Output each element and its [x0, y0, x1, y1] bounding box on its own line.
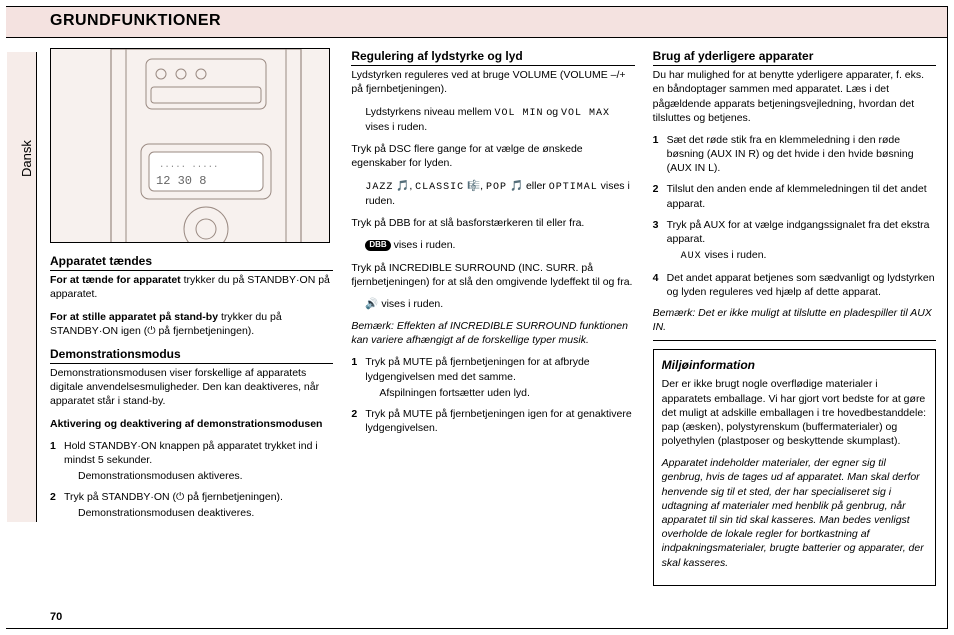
vol-and: og	[544, 106, 562, 118]
vol-intro: Lydstyrken reguleres ved at bruge VOLUME…	[351, 68, 634, 96]
page-number: 70	[50, 611, 62, 623]
env-heading: Miljøinformation	[662, 357, 927, 373]
heading-volume: Regulering af lydstyrke og lyd	[351, 48, 634, 66]
step-text: Tryk på AUX for at vælge indgangssignale…	[667, 218, 936, 264]
dbb-badge: DBB	[365, 240, 390, 251]
aux-step-4: 4 Det andet apparat betjenes som sædvanl…	[653, 271, 936, 299]
heading-power: Apparatet tændes	[50, 253, 333, 271]
aux-intro: Du har mulighed for at benytte yderliger…	[653, 68, 936, 125]
aux-lcd: AUX	[681, 251, 702, 262]
language-tab: Dansk	[7, 52, 37, 522]
mute-step-2: 2 Tryk på MUTE på fjernbetjeningen igen …	[351, 407, 634, 435]
env-p2: Apparatet indeholder materialer, der egn…	[662, 456, 927, 569]
demo2-sub: Demonstrationsmodusen deaktiveres.	[78, 506, 333, 520]
dsc-pop: POP	[486, 182, 507, 193]
aux-step-1: 1 Sæt det røde stik fra en klemmeledning…	[653, 133, 936, 176]
demo-intro: Demonstrationsmodusen viser forskellige …	[50, 366, 333, 409]
column-2: Regulering af lydstyrke og lyd Lydstyrke…	[351, 48, 634, 607]
dsc-modes: JAZZ 🎵, CLASSIC 🎼, POP 🎵 eller OPTIMAL v…	[365, 179, 634, 209]
language-label: Dansk	[19, 140, 34, 177]
step-number: 2	[50, 490, 64, 520]
dbb-tail: vises i ruden.	[391, 239, 456, 251]
demo-subhead: Aktivering og deaktivering af demonstrat…	[50, 417, 333, 431]
step-number: 2	[351, 407, 365, 435]
step-number: 1	[351, 355, 365, 400]
environment-box: Miljøinformation Der er ikke brugt nogle…	[653, 349, 936, 585]
mute1-text: Tryk på MUTE på fjernbetjeningen for at …	[365, 356, 589, 382]
dsc-classic: CLASSIC	[415, 182, 464, 193]
content-columns: ..... ..... 12 30 8 Apparatet tændes For…	[50, 48, 936, 607]
aux-note: Bemærk: Det er ikke muligt at tilslutte …	[653, 306, 936, 341]
column-1: ..... ..... 12 30 8 Apparatet tændes For…	[50, 48, 333, 607]
power-on-text: For at tænde for apparatet trykker du på…	[50, 273, 333, 301]
demo2-text: Tryk på STANDBY·ON (⏻ på fjernbetjeninge…	[64, 491, 283, 503]
dbb-line: DBB vises i ruden.	[365, 238, 634, 252]
heading-demo: Demonstrationsmodus	[50, 346, 333, 364]
step-text: Hold STANDBY·ON knappen på apparatet try…	[64, 439, 333, 484]
dsc-intro: Tryk på DSC flere gange for at vælge de …	[351, 142, 634, 170]
column-3: Brug af yderligere apparater Du har muli…	[653, 48, 936, 607]
mute-step-1: 1 Tryk på MUTE på fjernbetjeningen for a…	[351, 355, 634, 400]
surround-note: Bemærk: Effekten af INCREDIBLE SURROUND …	[351, 319, 634, 347]
vol-min-lcd: VOL MIN	[495, 108, 544, 119]
mute1-sub: Afspilningen fortsætter uden lyd.	[379, 386, 634, 400]
dsc-optimal: OPTIMAL	[549, 182, 598, 193]
surround-tail: 🔊 vises i ruden.	[365, 297, 634, 311]
dbb-intro: Tryk på DBB for at slå basforstærkeren t…	[351, 216, 634, 230]
step-text: Tryk på MUTE på fjernbetjeningen for at …	[365, 355, 634, 400]
demo-step-2: 2 Tryk på STANDBY·ON (⏻ på fjernbetjenin…	[50, 490, 333, 520]
demo1-text: Hold STANDBY·ON knappen på apparatet try…	[64, 440, 318, 466]
standby-bold: For at stille apparatet på stand-by	[50, 311, 218, 323]
step-number: 3	[653, 218, 667, 264]
device-illustration: ..... ..... 12 30 8	[50, 48, 330, 243]
demo-step-1: 1 Hold STANDBY·ON knappen på apparatet t…	[50, 439, 333, 484]
aux3-tail: vises i ruden.	[702, 249, 767, 261]
standby-text: For at stille apparatet på stand-by tryk…	[50, 310, 333, 338]
step-text: Sæt det røde stik fra en klemmeledning i…	[667, 133, 936, 176]
svg-text:12 30 8: 12 30 8	[156, 174, 206, 188]
dsc-jazz: JAZZ	[365, 182, 393, 193]
step-number: 4	[653, 271, 667, 299]
dsc-sep1: 🎵,	[393, 180, 415, 192]
step-text: Tryk på STANDBY·ON (⏻ på fjernbetjeninge…	[64, 490, 333, 520]
step-text: Det andet apparat betjenes som sædvanlig…	[667, 271, 936, 299]
svg-text:..... .....: ..... .....	[159, 160, 218, 170]
dsc-sep2: 🎼,	[464, 180, 486, 192]
vol-level-a: Lydstyrkens niveau mellem	[365, 106, 494, 118]
surround-intro: Tryk på INCREDIBLE SURROUND (INC. SURR. …	[351, 261, 634, 289]
aux3-text: Tryk på AUX for at vælge indgangssignale…	[667, 219, 930, 245]
step-number: 1	[653, 133, 667, 176]
step-number: 2	[653, 182, 667, 210]
dsc-sep3: 🎵 eller	[507, 180, 549, 192]
aux-step-3: 3 Tryk på AUX for at vælge indgangssigna…	[653, 218, 936, 264]
vol-level: Lydstyrkens niveau mellem VOL MIN og VOL…	[365, 105, 634, 135]
step-text: Tryk på MUTE på fjernbetjeningen igen fo…	[365, 407, 634, 435]
demo1-sub: Demonstrationsmodusen aktiveres.	[78, 469, 333, 483]
heading-aux: Brug af yderligere apparater	[653, 48, 936, 66]
env-p1: Der er ikke brugt nogle overflødige mate…	[662, 377, 927, 448]
aux-step-2: 2 Tilslut den anden ende af klemmelednin…	[653, 182, 936, 210]
power-on-bold: For at tænde for apparatet	[50, 274, 181, 286]
vol-level-b: vises i ruden.	[365, 121, 427, 133]
step-text: Tilslut den anden ende af klemmeledninge…	[667, 182, 936, 210]
aux3-sub: AUX vises i ruden.	[681, 248, 936, 264]
step-number: 1	[50, 439, 64, 484]
vol-max-lcd: VOL MAX	[561, 108, 610, 119]
